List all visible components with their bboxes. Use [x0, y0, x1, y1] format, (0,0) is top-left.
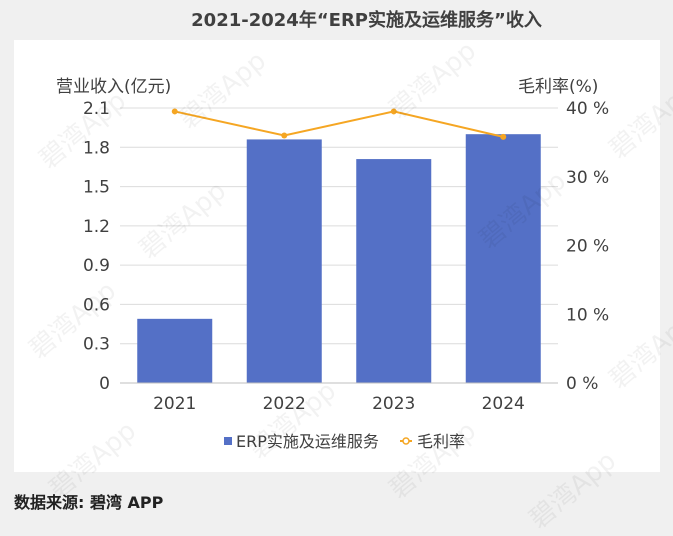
y-tick-left: 1.5 [83, 178, 110, 198]
legend-swatch-bar [224, 437, 232, 445]
bar-2024 [465, 134, 541, 383]
y-tick-left: 1.2 [83, 217, 110, 237]
x-tick-label: 2024 [482, 394, 525, 414]
data-source: 数据来源: 碧湾 APP [14, 493, 164, 512]
y-tick-right: 10 % [566, 305, 609, 325]
y-axis-label-left: 营业收入(亿元) [56, 77, 171, 97]
legend-label-bar: ERP实施及运维服务 [236, 432, 379, 451]
y-axis-label-right: 毛利率(%) [518, 77, 598, 97]
x-tick-label: 2022 [263, 394, 306, 414]
y-tick-left: 1.8 [83, 138, 110, 158]
chart: 0 0.3 0.6 0.9 1.2 1.5 1.8 2.1 0 % 10 % 20 % 30 % 40 … [56, 77, 609, 451]
y-tick-left: 2.1 [83, 99, 110, 119]
y-tick-right: 20 % [566, 237, 609, 257]
bar-2023 [356, 159, 432, 383]
bar-2022 [246, 139, 322, 383]
y-tick-left: 0.3 [83, 335, 110, 355]
line-point-2021 [171, 108, 178, 115]
chart-panel: 0 0.3 0.6 0.9 1.2 1.5 1.8 2.1 0 % 10 % 20 % 30 % 40 … [14, 40, 660, 472]
line-point-2024 [500, 133, 507, 140]
legend-label-line: 毛利率 [417, 432, 465, 451]
line-point-2023 [390, 108, 397, 115]
line-point-2022 [281, 132, 288, 139]
x-tick-label: 2023 [372, 394, 415, 414]
y-tick-left: 0.9 [83, 256, 110, 276]
y-tick-right: 0 % [566, 374, 598, 394]
y-tick-right: 40 % [566, 99, 609, 119]
bar-2021 [137, 318, 213, 383]
line-毛利率 [174, 110, 504, 138]
legend-marker-line [402, 437, 410, 445]
x-tick-label: 2021 [153, 394, 196, 414]
chart-title: 2021-2024年“ERP实施及运维服务”收入 [191, 10, 542, 31]
y-tick-left: 0 [99, 374, 110, 394]
y-tick-left: 0.6 [83, 295, 110, 315]
y-tick-right: 30 % [566, 168, 609, 188]
